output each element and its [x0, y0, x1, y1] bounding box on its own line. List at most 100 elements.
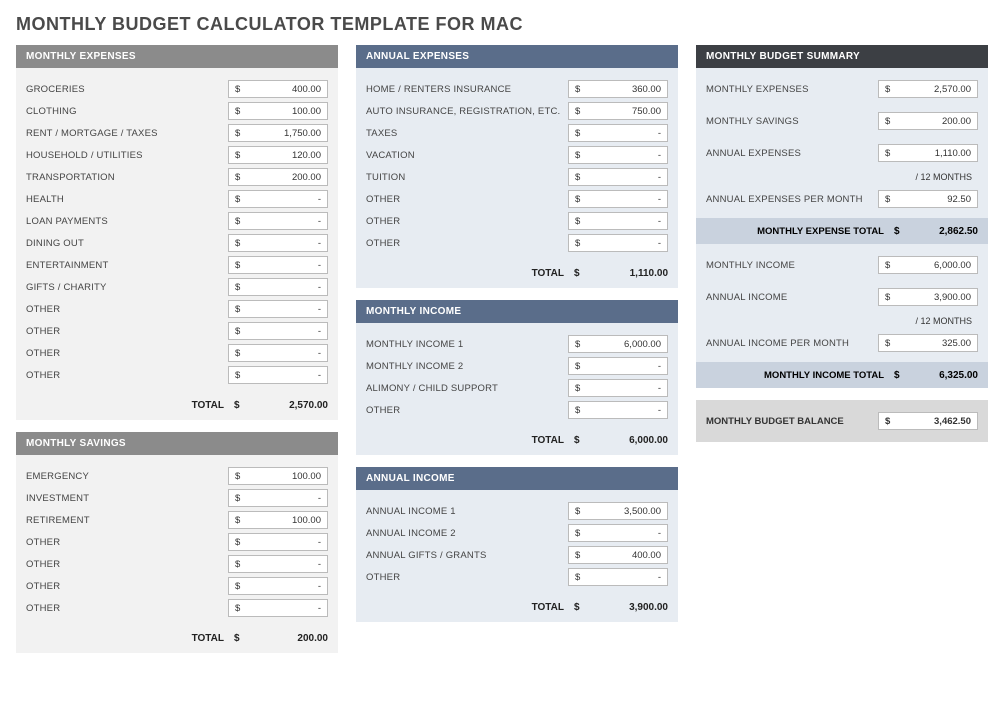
value-box[interactable]: $-: [228, 234, 328, 252]
line-item-row: OTHER$-: [366, 566, 668, 588]
line-item-label: TUITION: [366, 172, 568, 183]
line-item-label: ANNUAL INCOME 1: [366, 506, 568, 517]
subtext: / 12 MONTHS: [878, 316, 978, 326]
line-item-value: -: [240, 559, 321, 570]
value-box[interactable]: $-: [228, 366, 328, 384]
line-item-value: -: [240, 216, 321, 227]
line-item-row: ANNUAL INCOME 1$3,500.00: [366, 500, 668, 522]
line-item-row: OTHER$-: [366, 188, 668, 210]
annual-income-total: TOTAL $ 3,900.00: [356, 594, 678, 622]
value-box[interactable]: $-: [228, 322, 328, 340]
line-item-value: -: [580, 405, 661, 416]
value-box[interactable]: $ 3,900.00: [878, 288, 978, 306]
monthly-expenses-panel: MONTHLY EXPENSES GROCERIES$400.00 CLOTHIN…: [16, 45, 338, 420]
total-label: MONTHLY EXPENSE TOTAL: [706, 226, 894, 237]
line-item-value: -: [240, 581, 321, 592]
value-box[interactable]: $-: [568, 190, 668, 208]
value-box[interactable]: $6,000.00: [568, 335, 668, 353]
line-item-value: -: [240, 493, 321, 504]
value-box[interactable]: $400.00: [228, 80, 328, 98]
value-box[interactable]: $ 200.00: [878, 112, 978, 130]
line-item-label: ENTERTAINMENT: [26, 260, 228, 271]
line-item-value: -: [240, 326, 321, 337]
line-item-row: OTHER$-: [26, 531, 328, 553]
line-item-label: MONTHLY INCOME 2: [366, 361, 568, 372]
total-label: TOTAL: [26, 633, 234, 644]
line-item-value: 400.00: [240, 84, 321, 95]
value-box[interactable]: $-: [228, 190, 328, 208]
line-item-value: -: [580, 172, 661, 183]
value-box[interactable]: $-: [568, 401, 668, 419]
line-item-value: -: [580, 383, 661, 394]
per-12-months-note: / 12 MONTHS: [706, 310, 978, 332]
value-box[interactable]: $-: [568, 168, 668, 186]
line-item-row: OTHER$-: [366, 210, 668, 232]
value-box[interactable]: $ 92.50: [878, 190, 978, 208]
monthly-expense-total-band: MONTHLY EXPENSE TOTAL $ 2,862.50: [696, 218, 988, 244]
line-item-label: EMERGENCY: [26, 471, 228, 482]
value: 1,110.00: [890, 148, 971, 159]
value-box[interactable]: $-: [568, 379, 668, 397]
per-12-months-note: / 12 MONTHS: [706, 166, 978, 188]
line-item-row: ENTERTAINMENT$-: [26, 254, 328, 276]
line-item-label: OTHER: [366, 216, 568, 227]
value-box[interactable]: $-: [228, 577, 328, 595]
value-box[interactable]: $750.00: [568, 102, 668, 120]
value-box[interactable]: $-: [228, 344, 328, 362]
value-box[interactable]: $-: [228, 300, 328, 318]
value-box[interactable]: $ 1,110.00: [878, 144, 978, 162]
value-box[interactable]: $100.00: [228, 511, 328, 529]
value-box[interactable]: $-: [568, 212, 668, 230]
monthly-savings-panel: MONTHLY SAVINGS EMERGENCY$100.00INVESTME…: [16, 432, 338, 653]
line-item-value: 120.00: [240, 150, 321, 161]
value-box[interactable]: $ 2,570.00: [878, 80, 978, 98]
line-item-row: MONTHLY INCOME 2$-: [366, 355, 668, 377]
value-box[interactable]: $200.00: [228, 168, 328, 186]
summary-row-monthly-savings: MONTHLY SAVINGS $ 200.00: [706, 110, 978, 132]
summary-row-monthly-expenses: MONTHLY EXPENSES $ 2,570.00: [706, 78, 978, 100]
value-box[interactable]: $360.00: [568, 80, 668, 98]
line-item-value: 3,500.00: [580, 506, 661, 517]
value-box[interactable]: $-: [568, 124, 668, 142]
value-box[interactable]: $100.00: [228, 467, 328, 485]
value-box[interactable]: $-: [228, 256, 328, 274]
balance-value-box[interactable]: $ 3,462.50: [878, 412, 978, 430]
total-value: 1,110.00: [586, 268, 668, 279]
value-box[interactable]: $100.00: [228, 102, 328, 120]
value-box[interactable]: $-: [228, 555, 328, 573]
value-box[interactable]: $ 325.00: [878, 334, 978, 352]
line-item-row: CLOTHING$100.00: [26, 100, 328, 122]
line-item-label: GROCERIES: [26, 84, 228, 95]
value-box[interactable]: $1,750.00: [228, 124, 328, 142]
monthly-savings-total: TOTAL $ 200.00: [16, 625, 338, 653]
value-box[interactable]: $-: [228, 278, 328, 296]
total-value: 6,000.00: [586, 435, 668, 446]
line-item-row: AUTO INSURANCE, REGISTRATION, ETC.$750.0…: [366, 100, 668, 122]
value-box[interactable]: $120.00: [228, 146, 328, 164]
value-box[interactable]: $-: [228, 489, 328, 507]
monthly-income-total-band: MONTHLY INCOME TOTAL $ 6,325.00: [696, 362, 988, 388]
value-box[interactable]: $400.00: [568, 546, 668, 564]
value-box[interactable]: $ 6,000.00: [878, 256, 978, 274]
balance-panel: MONTHLY BUDGET BALANCE $ 3,462.50: [696, 400, 988, 442]
value-box[interactable]: $-: [228, 599, 328, 617]
monthly-expenses-header: MONTHLY EXPENSES: [16, 45, 338, 68]
value-box[interactable]: $-: [568, 234, 668, 252]
balance-value: 3,462.50: [890, 416, 971, 427]
balance-label: MONTHLY BUDGET BALANCE: [706, 416, 878, 427]
line-item-value: 750.00: [580, 106, 661, 117]
value-box[interactable]: $3,500.00: [568, 502, 668, 520]
currency-symbol: $: [234, 633, 246, 644]
line-item-row: ALIMONY / CHILD SUPPORT$-: [366, 377, 668, 399]
value-box[interactable]: $-: [568, 568, 668, 586]
total-label: TOTAL: [366, 268, 574, 279]
line-item-label: VACATION: [366, 150, 568, 161]
value-box[interactable]: $-: [228, 533, 328, 551]
summary-row-annual-inc-per-month: ANNUAL INCOME PER MONTH $ 325.00: [706, 332, 978, 354]
value-box[interactable]: $-: [568, 146, 668, 164]
value-box[interactable]: $-: [568, 524, 668, 542]
value-box[interactable]: $-: [568, 357, 668, 375]
line-item-label: RETIREMENT: [26, 515, 228, 526]
value-box[interactable]: $-: [228, 212, 328, 230]
total-value: 2,862.50: [906, 226, 978, 237]
